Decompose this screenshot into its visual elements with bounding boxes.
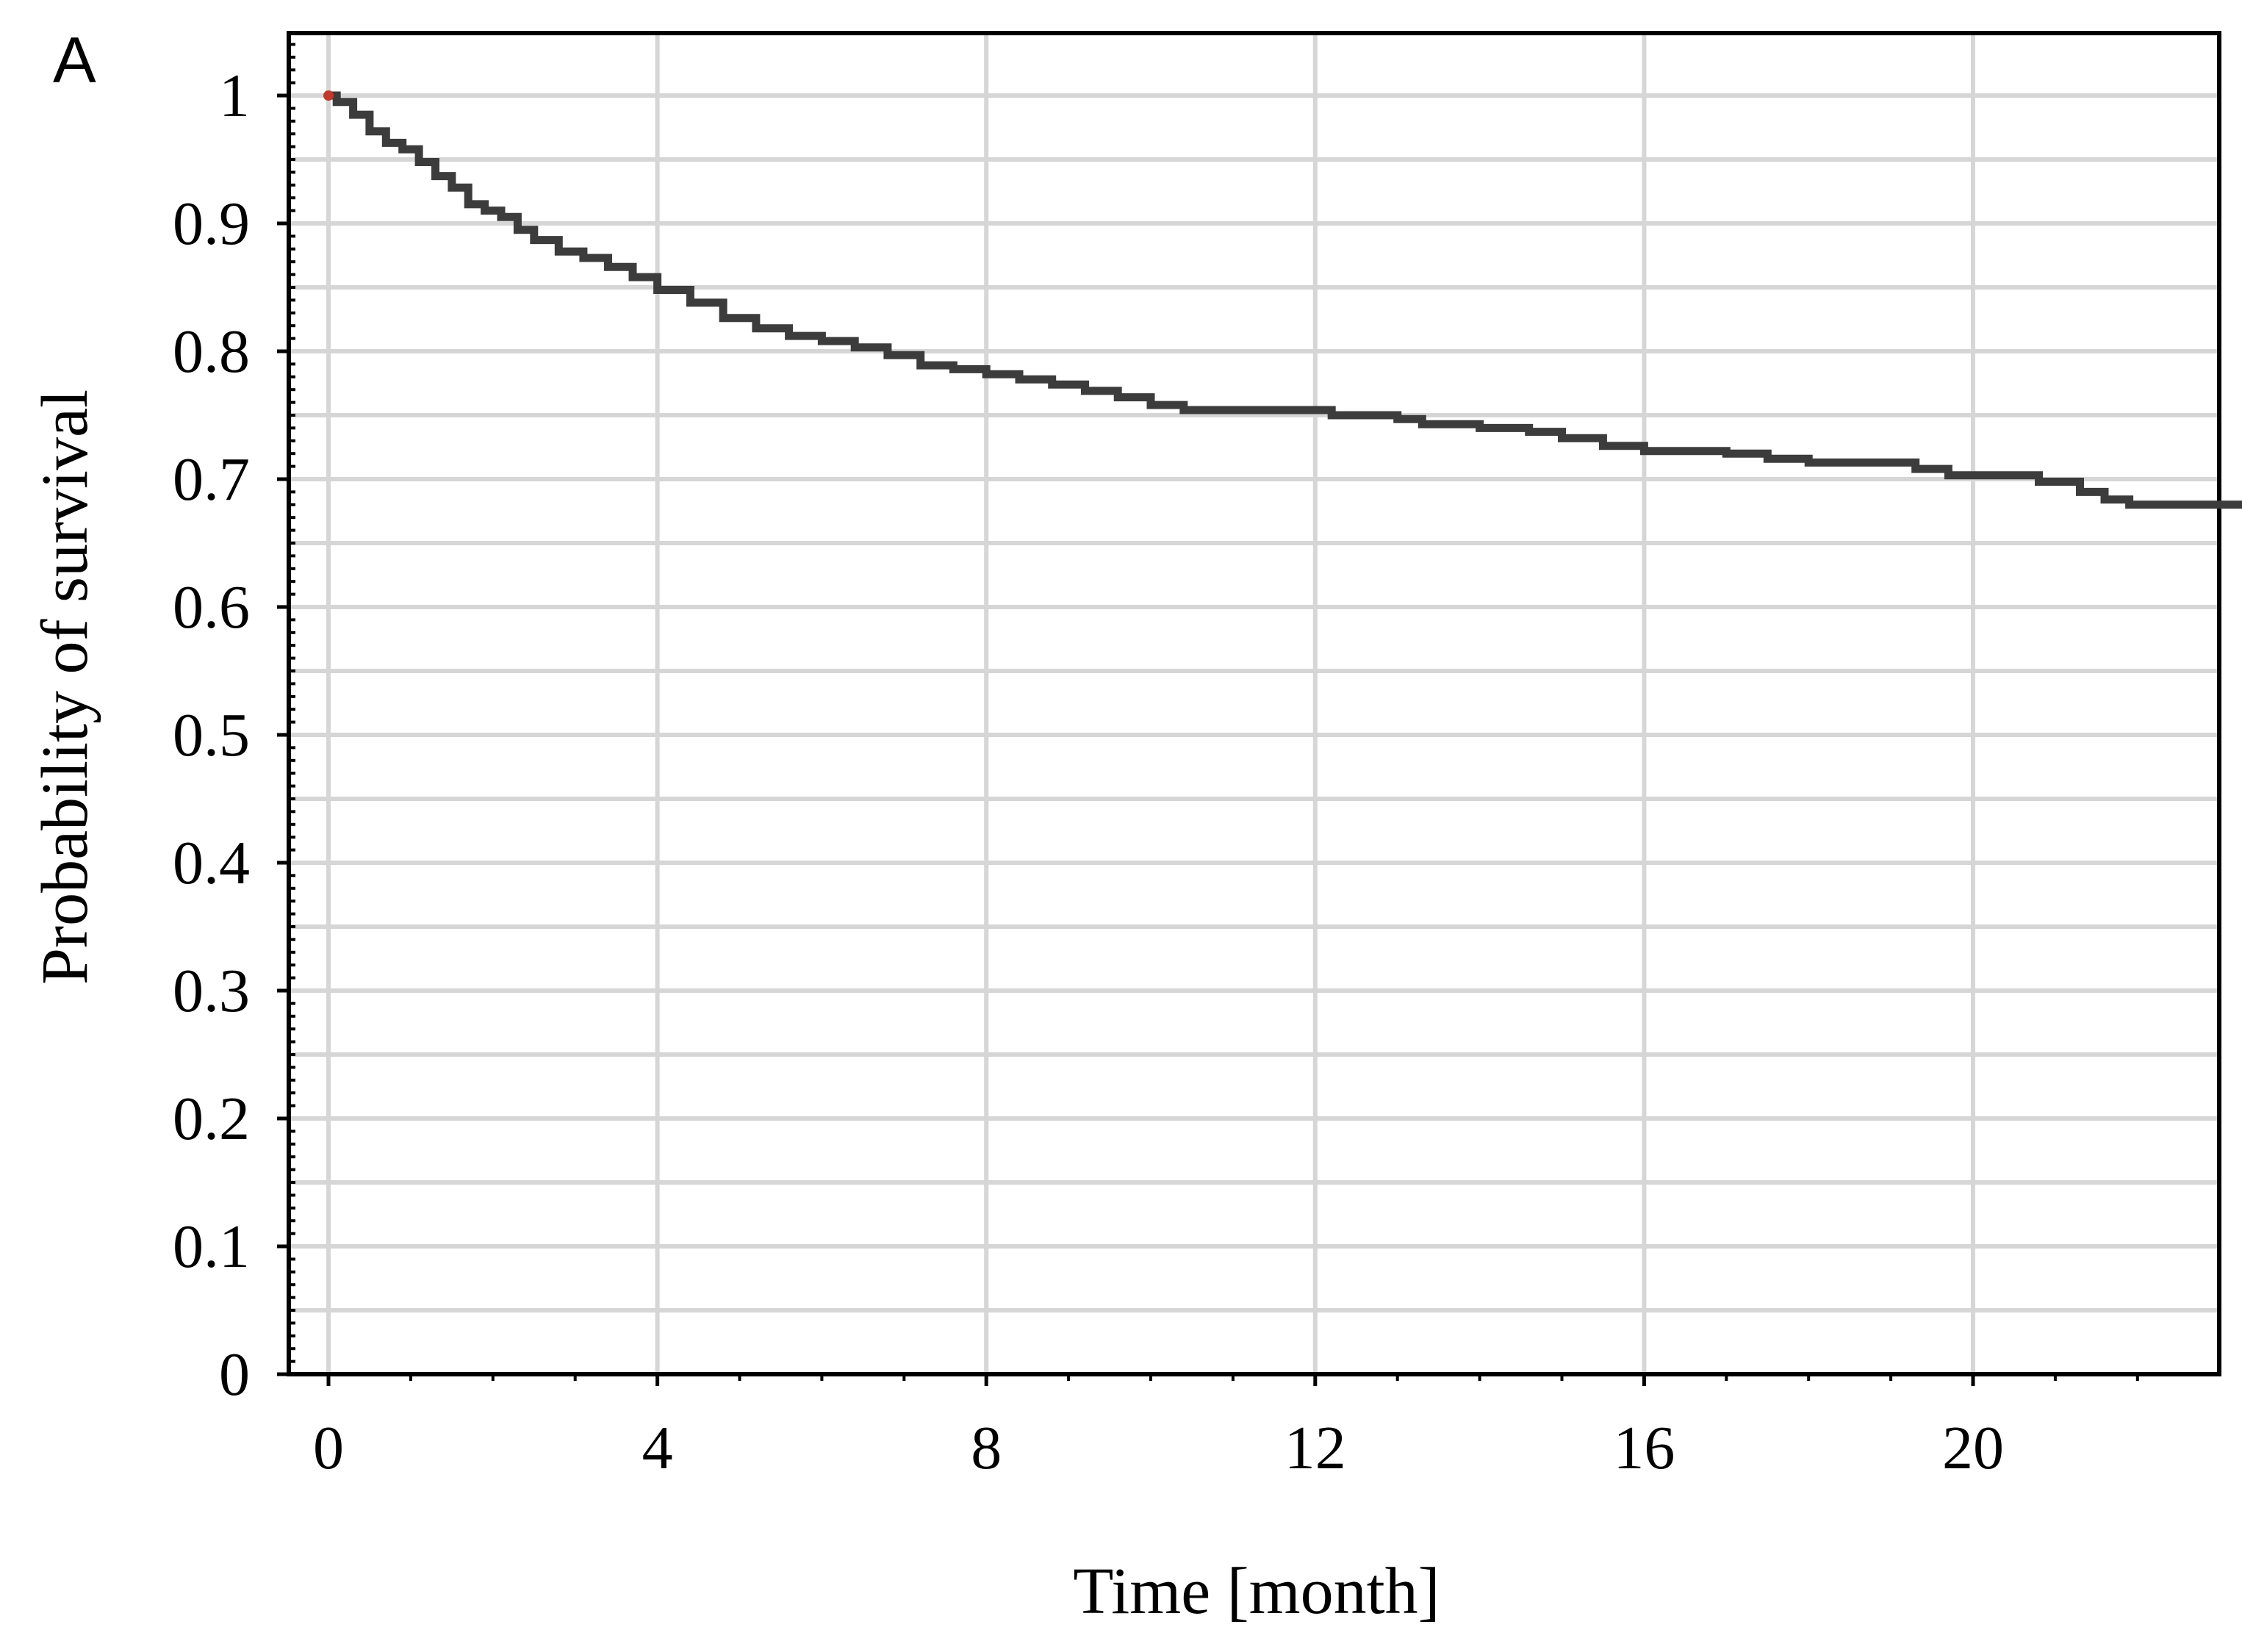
axis-ticks (277, 93, 1975, 1386)
start-point-marker (323, 90, 334, 101)
y-axis-title: Probability of survival (29, 389, 101, 985)
y-tick-label: 0.1 (173, 1213, 250, 1281)
y-tick-label: 0.9 (173, 190, 250, 258)
plot-frame (287, 31, 2221, 1376)
y-tick-label: 0.5 (173, 701, 250, 769)
x-axis-title: Time [month] (1073, 1555, 1440, 1628)
y-tick-labels: 0 0.1 0.2 0.3 0.4 0.5 0.6 0.7 0.8 0.9 1 (173, 62, 250, 1409)
panel-letter: A (53, 24, 96, 96)
x-tick-label: 20 (1942, 1414, 2004, 1482)
x-tick-labels: 048121620242832364044 (313, 1414, 2004, 1482)
y-tick-label: 1 (219, 62, 250, 130)
x-tick-label: 4 (642, 1414, 673, 1482)
grid (289, 33, 2219, 1374)
y-tick-label: 0.4 (173, 829, 250, 897)
y-tick-label: 0.3 (173, 957, 250, 1025)
y-tick-label: 0.7 (173, 445, 250, 514)
x-tick-label: 12 (1285, 1414, 1346, 1482)
y-tick-label: 0.6 (173, 573, 250, 642)
x-tick-label: 0 (313, 1414, 344, 1482)
y-tick-label: 0.2 (173, 1085, 250, 1153)
x-tick-label: 16 (1613, 1414, 1675, 1482)
y-tick-label: 0 (219, 1340, 250, 1409)
x-tick-label: 8 (971, 1414, 1002, 1482)
survival-curve (328, 91, 2242, 509)
y-tick-label: 0.8 (173, 317, 250, 386)
